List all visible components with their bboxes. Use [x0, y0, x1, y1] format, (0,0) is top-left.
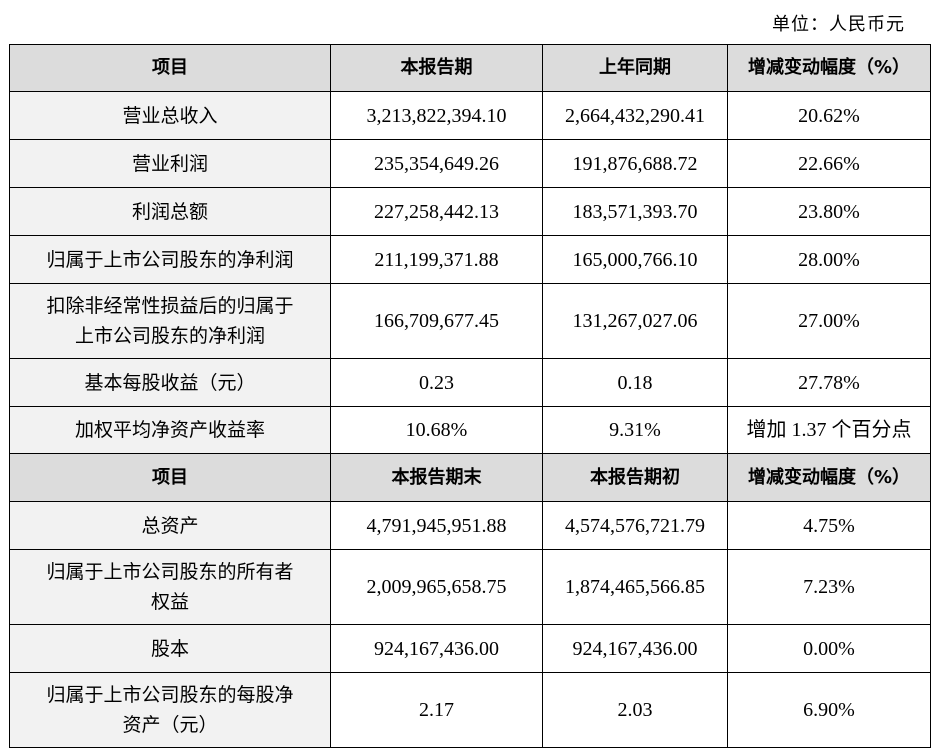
row-label-line2: 资产（元）	[122, 714, 218, 736]
row-label: 加权平均净资产收益率	[9, 406, 331, 454]
row-label: 营业利润	[9, 139, 331, 188]
current-value: 924,167,436.00	[330, 624, 543, 673]
table-row: 利润总额 227,258,442.13 183,571,393.70 23.80…	[9, 187, 931, 236]
row-label: 扣除非经常性损益后的归属于 上市公司股东的净利润	[9, 283, 331, 359]
current-value: 211,199,371.88	[330, 235, 543, 284]
current-value: 10.68%	[330, 406, 543, 454]
row-label: 股本	[9, 624, 331, 673]
previous-value: 2.03	[542, 672, 728, 748]
financial-summary-table: 项目 本报告期 上年同期 增减变动幅度（%） 营业总收入 3,213,822,3…	[9, 44, 931, 748]
row-label: 基本每股收益（元）	[9, 358, 331, 407]
current-value: 3,213,822,394.10	[330, 91, 543, 140]
unit-label: 单位：人民币元	[772, 14, 905, 35]
header-period-start: 本报告期初	[542, 453, 728, 502]
header-change-percent: 增减变动幅度（%）	[727, 453, 931, 502]
change-value: 7.23%	[727, 549, 931, 625]
row-label-line2: 上市公司股东的净利润	[74, 325, 265, 347]
current-value: 0.23	[330, 358, 543, 407]
table-row: 营业利润 235,354,649.26 191,876,688.72 22.66…	[9, 139, 931, 188]
row-label: 营业总收入	[9, 91, 331, 140]
header-item: 项目	[9, 453, 331, 502]
table-row: 总资产 4,791,945,951.88 4,574,576,721.79 4.…	[9, 501, 931, 550]
table-row: 扣除非经常性损益后的归属于 上市公司股东的净利润 166,709,677.45 …	[9, 283, 931, 359]
table-header-row: 项目 本报告期末 本报告期初 增减变动幅度（%）	[9, 453, 931, 502]
header-current-period: 本报告期	[330, 44, 543, 92]
row-label-line1: 归属于上市公司股东的所有者	[46, 561, 294, 583]
table-row: 归属于上市公司股东的所有者 权益 2,009,965,658.75 1,874,…	[9, 549, 931, 625]
change-value: 27.00%	[727, 283, 931, 359]
row-label-line1: 归属于上市公司股东的每股净	[46, 684, 294, 706]
change-value: 23.80%	[727, 187, 931, 236]
table-row: 股本 924,167,436.00 924,167,436.00 0.00%	[9, 624, 931, 673]
table-row: 加权平均净资产收益率 10.68% 9.31% 增加 1.37 个百分点	[9, 406, 931, 454]
change-value: 20.62%	[727, 91, 931, 140]
current-value: 227,258,442.13	[330, 187, 543, 236]
current-value: 166,709,677.45	[330, 283, 543, 359]
change-value: 22.66%	[727, 139, 931, 188]
row-label: 归属于上市公司股东的净利润	[9, 235, 331, 284]
previous-value: 131,267,027.06	[542, 283, 728, 359]
header-change-percent: 增减变动幅度（%）	[727, 44, 931, 92]
current-value: 4,791,945,951.88	[330, 501, 543, 550]
row-label-line2: 权益	[150, 591, 189, 613]
header-item: 项目	[9, 44, 331, 92]
previous-value: 191,876,688.72	[542, 139, 728, 188]
previous-value: 9.31%	[542, 406, 728, 454]
change-value: 0.00%	[727, 624, 931, 673]
change-value: 28.00%	[727, 235, 931, 284]
row-label: 总资产	[9, 501, 331, 550]
change-value: 27.78%	[727, 358, 931, 407]
table-row: 归属于上市公司股东的每股净 资产（元） 2.17 2.03 6.90%	[9, 672, 931, 748]
change-value: 6.90%	[727, 672, 931, 748]
row-label: 归属于上市公司股东的所有者 权益	[9, 549, 331, 625]
table-header-row: 项目 本报告期 上年同期 增减变动幅度（%）	[9, 44, 931, 92]
previous-value: 4,574,576,721.79	[542, 501, 728, 550]
table-row: 归属于上市公司股东的净利润 211,199,371.88 165,000,766…	[9, 235, 931, 284]
header-period-end: 本报告期末	[330, 453, 543, 502]
change-value: 增加 1.37 个百分点	[727, 406, 931, 454]
row-label: 归属于上市公司股东的每股净 资产（元）	[9, 672, 331, 748]
previous-value: 1,874,465,566.85	[542, 549, 728, 625]
header-prior-year-period: 上年同期	[542, 44, 728, 92]
previous-value: 183,571,393.70	[542, 187, 728, 236]
previous-value: 2,664,432,290.41	[542, 91, 728, 140]
previous-value: 924,167,436.00	[542, 624, 728, 673]
current-value: 2,009,965,658.75	[330, 549, 543, 625]
previous-value: 0.18	[542, 358, 728, 407]
table-row: 基本每股收益（元） 0.23 0.18 27.78%	[9, 358, 931, 407]
current-value: 2.17	[330, 672, 543, 748]
change-value: 4.75%	[727, 501, 931, 550]
previous-value: 165,000,766.10	[542, 235, 728, 284]
row-label: 利润总额	[9, 187, 331, 236]
row-label-line1: 扣除非经常性损益后的归属于	[46, 295, 294, 317]
current-value: 235,354,649.26	[330, 139, 543, 188]
table-row: 营业总收入 3,213,822,394.10 2,664,432,290.41 …	[9, 91, 931, 140]
